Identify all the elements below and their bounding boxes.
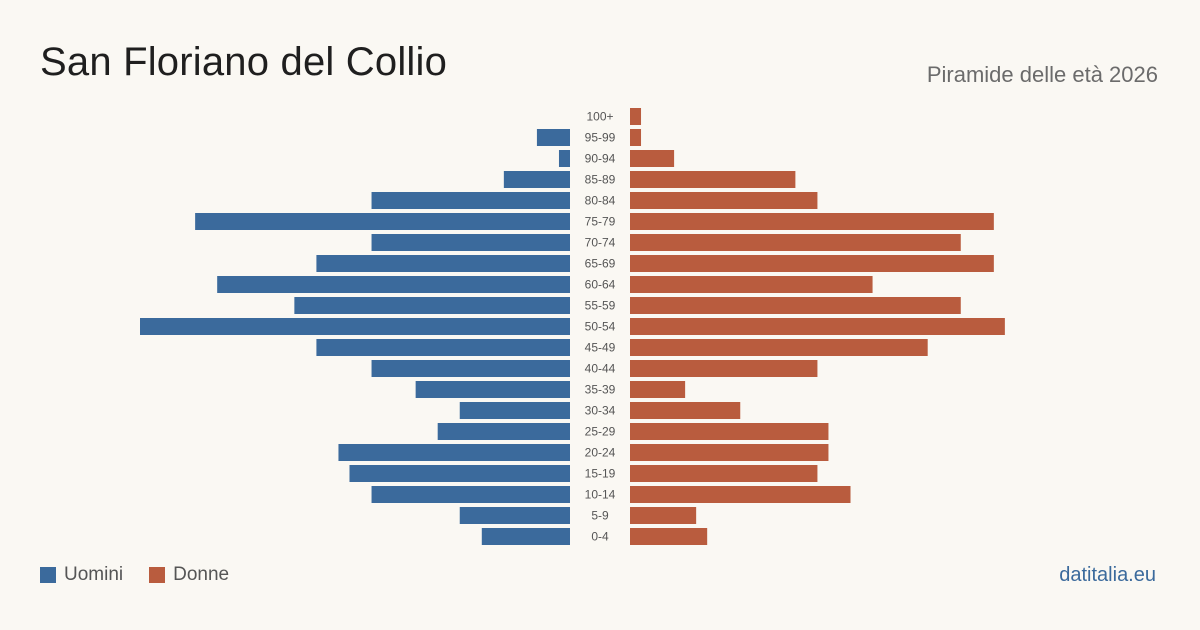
bar-men-25-29 [437,423,570,440]
bar-men-45-49 [316,339,570,356]
bar-women-20-24 [630,444,829,461]
age-label-75-79: 75-79 [585,215,616,229]
bar-men-90-94 [558,150,570,167]
bar-women-30-34 [630,402,741,419]
legend: Uomini Donne [40,564,229,586]
age-label-95-99: 95-99 [585,131,616,145]
age-label-30-34: 30-34 [585,404,616,418]
bar-men-15-19 [349,465,570,482]
bar-men-20-24 [338,444,570,461]
chart-title: San Floriano del Collio [40,40,448,84]
age-label-10-14: 10-14 [585,488,616,502]
age-label-0-4: 0-4 [591,530,609,544]
age-label-90-94: 90-94 [585,152,616,166]
legend-swatch-men [40,567,56,583]
bar-men-50-54 [140,318,570,335]
bar-women-15-19 [630,465,818,482]
source-link[interactable]: datitalia.eu [1059,564,1156,586]
age-label-45-49: 45-49 [585,341,616,355]
age-label-100plus: 100+ [586,110,613,124]
bar-women-5-9 [630,507,697,524]
bar-women-65-69 [630,255,994,272]
bar-women-75-79 [630,213,994,230]
bar-women-85-89 [630,171,796,188]
bar-women-70-74 [630,234,961,251]
bar-women-45-49 [630,339,928,356]
age-label-5-9: 5-9 [591,509,609,523]
age-label-70-74: 70-74 [585,236,616,250]
age-label-80-84: 80-84 [585,194,616,208]
bar-men-40-44 [371,360,570,377]
age-label-15-19: 15-19 [585,467,616,481]
legend-swatch-women [149,567,166,583]
age-label-40-44: 40-44 [585,362,616,376]
bar-women-0-4 [630,528,708,545]
bar-women-40-44 [630,360,818,377]
bar-men-65-69 [316,255,570,272]
bar-women-95-99 [630,129,642,146]
bar-women-10-14 [630,486,851,503]
bar-men-55-59 [294,297,570,314]
age-label-50-54: 50-54 [585,320,616,334]
bar-men-95-99 [536,129,570,146]
legend-label-women: Donne [173,564,230,585]
age-label-85-89: 85-89 [585,173,616,187]
bar-men-10-14 [371,486,570,503]
bar-women-100plus [630,108,642,125]
bar-women-90-94 [630,150,675,167]
age-label-35-39: 35-39 [585,383,616,397]
bar-men-30-34 [459,402,570,419]
bar-women-55-59 [630,297,961,314]
legend-item-women: Donne [149,564,229,586]
bar-men-70-74 [371,234,570,251]
bar-women-25-29 [630,423,829,440]
legend-item-men: Uomini [40,564,123,586]
bar-men-85-89 [503,171,570,188]
bar-women-60-64 [630,276,873,293]
bar-women-50-54 [630,318,1005,335]
bar-men-5-9 [459,507,570,524]
legend-label-men: Uomini [64,564,124,585]
bar-men-80-84 [371,192,570,209]
chart-subtitle: Piramide delle età 2026 [926,62,1158,87]
bar-men-75-79 [195,213,570,230]
age-label-25-29: 25-29 [585,425,616,439]
age-label-65-69: 65-69 [585,257,616,271]
age-label-20-24: 20-24 [585,446,616,460]
bar-men-35-39 [415,381,570,398]
bar-women-80-84 [630,192,818,209]
bar-men-60-64 [217,276,570,293]
bar-women-35-39 [630,381,686,398]
bar-men-0-4 [481,528,570,545]
age-label-55-59: 55-59 [585,299,616,313]
age-label-60-64: 60-64 [585,278,616,292]
